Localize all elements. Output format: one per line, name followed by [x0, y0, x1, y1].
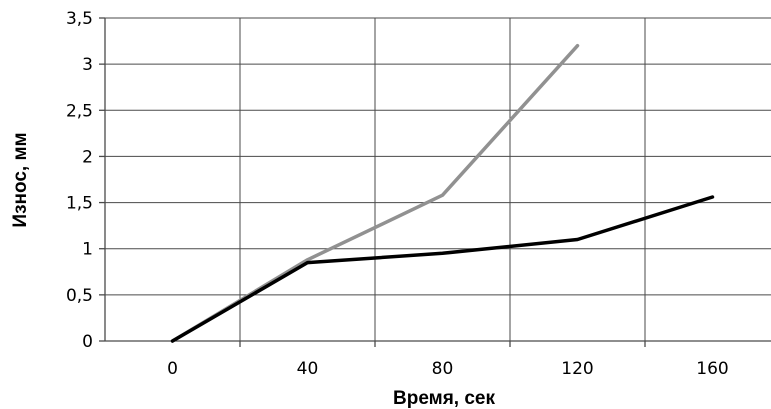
x-tick-label: 80 [432, 359, 454, 379]
y-tick-label: 1 [82, 240, 93, 260]
axes [99, 17, 771, 347]
series-line-2 [170, 195, 715, 343]
y-tick-label: 0,5 [66, 286, 93, 306]
x-tick-label: 0 [167, 359, 178, 379]
y-tick-label: 2,5 [66, 101, 93, 121]
gridlines [105, 17, 771, 341]
x-tick-labels: 0 40 80 120 160 [167, 359, 729, 379]
x-tick-label: 160 [696, 359, 728, 379]
x-tick-label: 120 [561, 359, 593, 379]
y-tick-labels: 0 0,5 1 1,5 2 2,5 3 3,5 [66, 9, 93, 352]
series-lines [170, 43, 715, 343]
y-tick-label: 0 [82, 332, 93, 352]
y-axis-title: Износ, мм [10, 132, 31, 227]
y-tick-label: 2 [82, 147, 93, 167]
y-tick-label: 3 [82, 55, 93, 75]
x-axis-title: Время, сек [393, 388, 495, 409]
x-tick-label: 40 [297, 359, 319, 379]
y-tick-label: 1,5 [66, 194, 93, 214]
y-tick-label: 3,5 [66, 9, 93, 29]
